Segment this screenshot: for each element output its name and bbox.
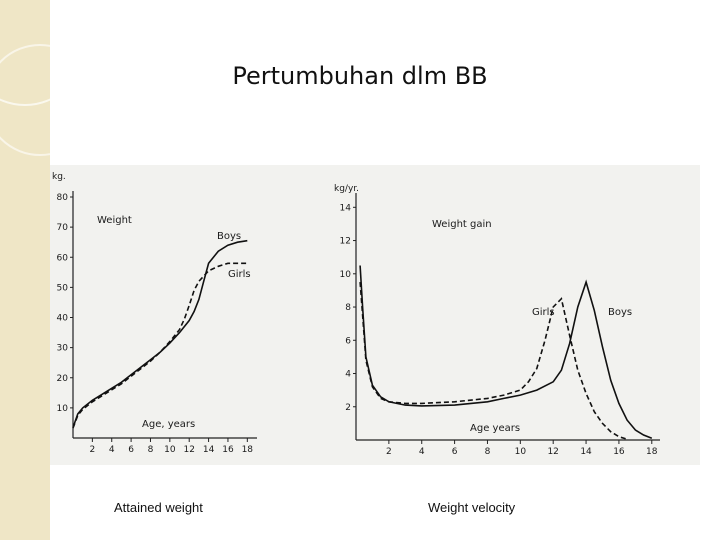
slide-title: Pertumbuhan dlm BB [232, 62, 488, 90]
series-line-boys [359, 265, 653, 440]
series-label-girls: Girls [228, 269, 251, 280]
attained-weight-chart: 2 4 6 8 10 12 14 16 18 10 20 30 40 50 60 70 80 kg. Weight A… [50, 165, 310, 465]
caption-weight-velocity: Weight velocity [428, 500, 516, 515]
x-tick-label: 14 [580, 447, 592, 457]
x-tick-label: 18 [646, 447, 658, 457]
series-label-boys: Boys [217, 231, 241, 242]
y-tick-label: 50 [57, 283, 69, 293]
series-line-girls [359, 282, 628, 440]
series-label-boys: Boys [608, 307, 632, 318]
x-tick-label: 12 [183, 445, 194, 455]
y-tick-label: 80 [57, 193, 69, 203]
chart-title: Weight [97, 215, 132, 226]
x-tick-label: 8 [485, 447, 491, 457]
x-tick-label: 6 [128, 445, 134, 455]
caption-attained-weight: Attained weight [114, 500, 203, 515]
series-line-girls [72, 262, 248, 429]
x-tick-label: 2 [90, 445, 96, 455]
y-tick-label: 6 [345, 336, 351, 346]
weight-velocity-chart: 2 4 6 8 10 12 14 16 18 2 4 6 8 10 12 14 kg/yr. Weight gai… [310, 165, 700, 465]
y-tick-label: 10 [340, 270, 352, 280]
y-tick-label: 60 [57, 253, 69, 263]
y-tick-label: 70 [57, 223, 69, 233]
y-tick-label: 30 [57, 344, 69, 354]
y-tick-label: 20 [57, 374, 69, 384]
y-axis-label: kg. [52, 172, 66, 182]
y-tick-label: 8 [345, 303, 351, 313]
x-axis-label: Age, years [142, 419, 195, 430]
y-tick-label: 40 [57, 314, 69, 324]
x-axis-label: Age years [470, 423, 520, 434]
y-tick-label: 4 [345, 370, 351, 380]
series-line-boys [72, 239, 248, 428]
x-tick-label: 12 [547, 447, 558, 457]
x-tick-label: 10 [164, 445, 176, 455]
x-tick-label: 18 [242, 445, 254, 455]
chart-title: Weight gain [432, 219, 492, 230]
weight-velocity-plot: 2 4 6 8 10 12 14 16 18 2 4 6 8 10 12 14 kg/yr. Weight gai… [334, 184, 660, 457]
slide-corner-decoration [0, 0, 50, 540]
attained-weight-plot: 2 4 6 8 10 12 14 16 18 10 20 30 40 50 60 70 80 kg. Weight A… [52, 172, 257, 455]
x-tick-label: 10 [515, 447, 527, 457]
x-tick-label: 4 [109, 445, 115, 455]
y-tick-label: 2 [345, 403, 351, 413]
x-tick-label: 16 [613, 447, 625, 457]
x-tick-label: 2 [386, 447, 392, 457]
y-tick-label: 14 [340, 203, 352, 213]
series-label-girls: Girls [532, 307, 555, 318]
y-tick-label: 12 [340, 237, 351, 247]
x-tick-label: 8 [148, 445, 154, 455]
x-tick-label: 14 [203, 445, 215, 455]
x-tick-label: 16 [222, 445, 234, 455]
y-tick-label: 10 [57, 404, 69, 414]
y-axis-label: kg/yr. [334, 184, 359, 194]
x-tick-label: 4 [419, 447, 425, 457]
x-tick-label: 6 [452, 447, 458, 457]
